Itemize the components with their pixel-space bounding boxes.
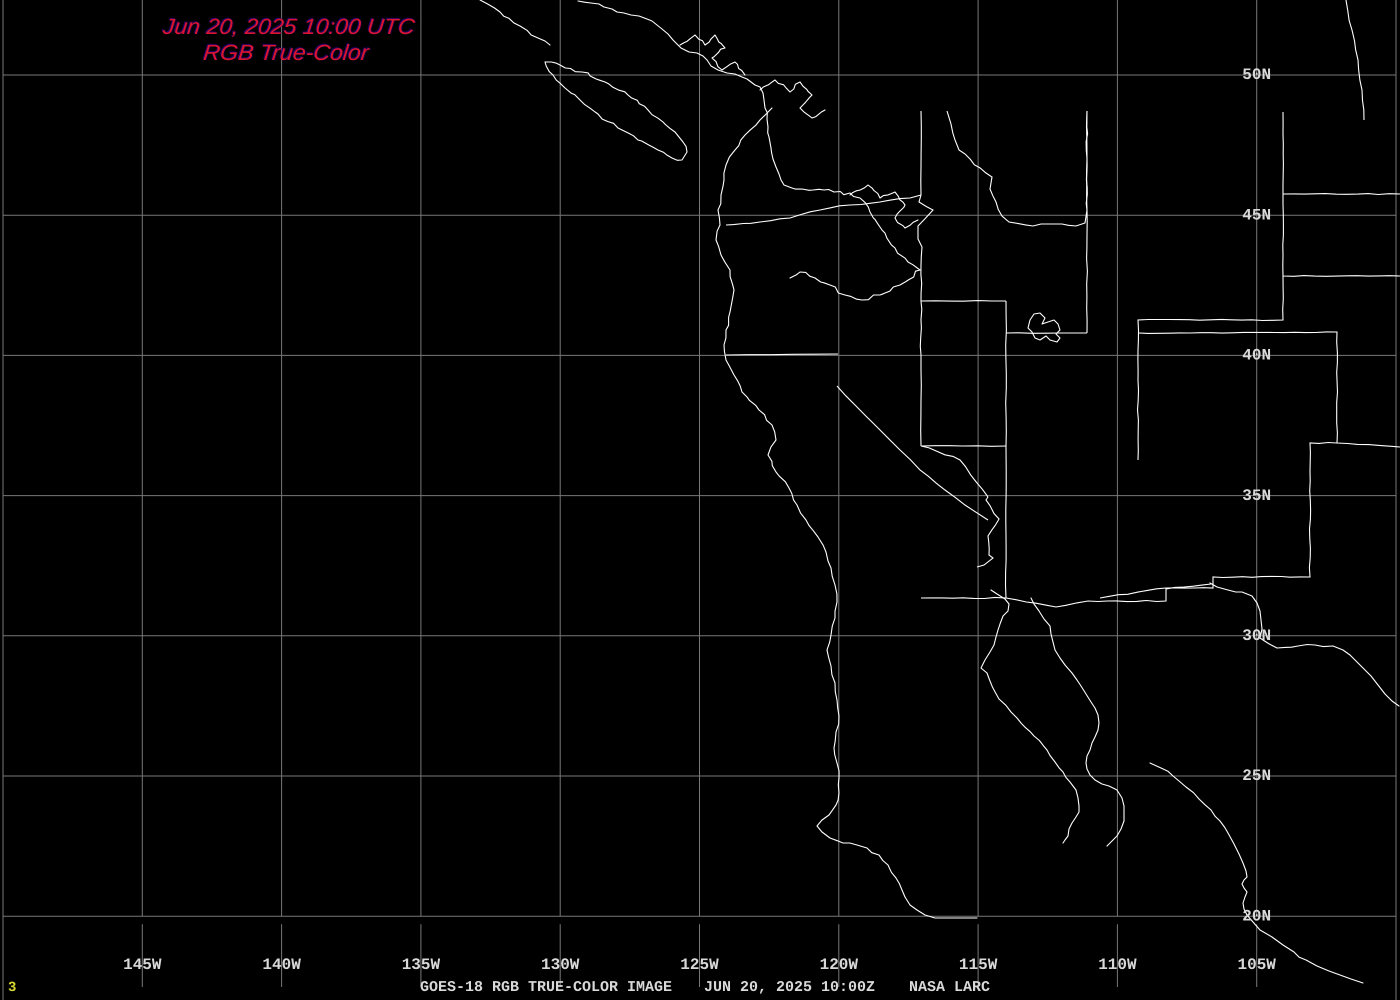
svg-text:140W: 140W xyxy=(262,956,301,974)
svg-text:3: 3 xyxy=(8,980,16,996)
svg-text:JUN 20, 2025 10:00Z: JUN 20, 2025 10:00Z xyxy=(704,979,875,996)
svg-text:115W: 115W xyxy=(959,956,998,974)
svg-text:125W: 125W xyxy=(680,956,719,974)
svg-text:135W: 135W xyxy=(402,956,441,974)
svg-text:120W: 120W xyxy=(820,956,859,974)
svg-text:105W: 105W xyxy=(1237,956,1276,974)
svg-text:25N: 25N xyxy=(1242,767,1271,785)
svg-text:130W: 130W xyxy=(541,956,580,974)
svg-text:40N: 40N xyxy=(1242,347,1271,365)
svg-text:NASA LARC: NASA LARC xyxy=(909,979,990,996)
svg-text:145W: 145W xyxy=(123,956,162,974)
svg-text:GOES-18 RGB TRUE-COLOR IMAGE: GOES-18 RGB TRUE-COLOR IMAGE xyxy=(420,979,672,996)
svg-text:45N: 45N xyxy=(1242,206,1271,224)
svg-text:35N: 35N xyxy=(1242,487,1271,505)
svg-text:50N: 50N xyxy=(1242,66,1271,84)
svg-text:30N: 30N xyxy=(1242,627,1271,645)
svg-text:110W: 110W xyxy=(1098,956,1137,974)
svg-text:20N: 20N xyxy=(1242,907,1271,925)
